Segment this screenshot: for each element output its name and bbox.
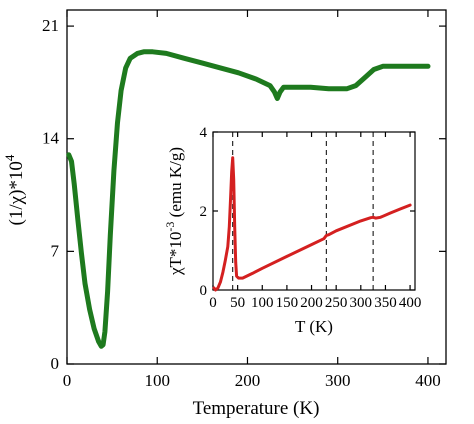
inset-y-tick-label: 2 — [200, 204, 208, 220]
inset-x-tick-label: 100 — [251, 295, 274, 311]
main-y-axis-label: (1/χ)*104 — [2, 154, 27, 225]
inset-x-tick-label: 200 — [300, 295, 323, 311]
main-y-tick-label: 7 — [51, 241, 60, 260]
inset-x-tick-label: 0 — [209, 295, 217, 311]
inset-x-axis-label: T (K) — [295, 317, 333, 336]
main-x-tick-label: 200 — [235, 371, 261, 390]
main-plot-frame — [66, 9, 447, 365]
main-x-axis-label: Temperature (K) — [193, 398, 320, 419]
main-x-tick-label: 100 — [144, 371, 170, 390]
main-x-tick-label: 400 — [415, 371, 441, 390]
inset-x-tick-label: 250 — [325, 295, 348, 311]
inset-chart: 0 50 100 150 200 250 300 350 400 0 2 4 T (K) χT*10-… — [163, 125, 421, 336]
inset-axis-ticks: 0 50 100 150 200 250 300 350 400 0 2 4 — [200, 125, 422, 311]
inset-x-tick-label: 300 — [350, 295, 373, 311]
inset-y-axis-label: χT*10-3 (emu K/g) — [163, 147, 185, 276]
main-x-tick-label: 300 — [325, 371, 351, 390]
inset-series-line — [212, 156, 412, 292]
inset-x-tick-label: 350 — [374, 295, 397, 311]
inset-x-tick-label: 50 — [230, 295, 245, 311]
main-y-tick-label: 21 — [42, 16, 59, 35]
main-y-tick-label: 14 — [42, 129, 60, 148]
inset-y-tick-label: 4 — [200, 125, 208, 141]
main-series-line — [66, 49, 431, 349]
inset-x-tick-label: 150 — [276, 295, 299, 311]
inset-plot-frame — [212, 131, 416, 291]
main-x-tick-label: 0 — [63, 371, 72, 390]
inset-y-tick-label: 0 — [200, 283, 208, 299]
inset-x-tick-label: 400 — [399, 295, 422, 311]
main-y-tick-label: 0 — [51, 354, 60, 373]
